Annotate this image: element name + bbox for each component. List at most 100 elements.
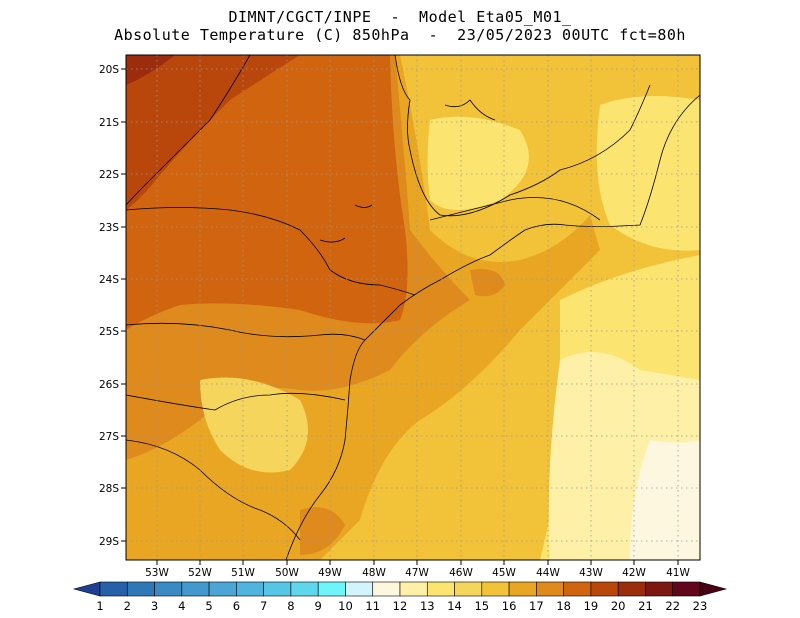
colorbar-swatch bbox=[536, 581, 564, 597]
lon-label: 47W bbox=[405, 567, 429, 579]
colorbar: 1 2 3 4 5 6 7 8 9 10 11 12 13 14 15 16 17 18 19 20 21 22 23 bbox=[72, 581, 728, 613]
lon-label: 49W bbox=[318, 567, 342, 579]
field-band-20 bbox=[126, 55, 300, 210]
lat-label: 29S bbox=[99, 536, 119, 548]
colorbar-label: 3 bbox=[151, 599, 158, 613]
colorbar-label: 9 bbox=[315, 599, 322, 613]
colorbar-swatch bbox=[208, 581, 237, 597]
colorbar-swatch bbox=[317, 581, 346, 597]
lon-label: 42W bbox=[622, 567, 646, 579]
lon-label: 43W bbox=[579, 567, 603, 579]
colorbar-label: 8 bbox=[287, 599, 294, 613]
river-outline bbox=[319, 237, 346, 243]
colorbar-swatch bbox=[563, 581, 592, 597]
colorbar-label: 17 bbox=[529, 599, 544, 613]
colorbar-swatch bbox=[481, 581, 510, 597]
tick-marks bbox=[121, 68, 679, 565]
lat-label: 24S bbox=[99, 274, 119, 286]
lat-label: 25S bbox=[99, 326, 119, 338]
lon-label: 51W bbox=[231, 567, 255, 579]
colorbar-label: 23 bbox=[693, 599, 708, 613]
colorbar-swatch bbox=[181, 581, 210, 597]
colorbar-label: 14 bbox=[447, 599, 462, 613]
colorbar-swatch bbox=[126, 581, 155, 597]
gridlines bbox=[126, 55, 700, 560]
colorbar-label: 15 bbox=[474, 599, 489, 613]
colorbar-label: 16 bbox=[502, 599, 517, 613]
colorbar-swatch bbox=[399, 581, 428, 597]
colorbar-swatch bbox=[590, 581, 619, 597]
state-border-santa-catarina bbox=[126, 322, 366, 341]
lat-label: 21S bbox=[99, 117, 119, 129]
lat-label: 27S bbox=[99, 431, 119, 443]
colorbar-label: 4 bbox=[178, 599, 185, 613]
field-band-21 bbox=[126, 55, 175, 85]
colorbar-swatch bbox=[154, 581, 183, 597]
field-band-14-inland bbox=[427, 116, 529, 210]
field-warm-spot bbox=[470, 269, 505, 297]
colorbar-swatch bbox=[236, 581, 264, 597]
colorbar-label: 19 bbox=[584, 599, 599, 613]
lon-label: 50W bbox=[275, 567, 299, 579]
reservoir-outline bbox=[444, 99, 496, 121]
colorbar-label: 22 bbox=[665, 599, 680, 613]
colorbar-label: 1 bbox=[96, 599, 103, 613]
coastline-and-borders bbox=[126, 55, 700, 560]
lat-label: 23S bbox=[99, 222, 119, 234]
chart-subtitle: Absolute Temperature (C) 850hPa - 23/05/… bbox=[114, 26, 686, 44]
colorbar-label: 20 bbox=[611, 599, 626, 613]
lon-label: 48W bbox=[362, 567, 386, 579]
chart-title: DIMNT/CGCT/INPE - Model Eta05_M01_ bbox=[228, 8, 572, 26]
colorbar-swatch bbox=[617, 581, 646, 597]
colorbar-label: 7 bbox=[260, 599, 267, 613]
state-border-minas bbox=[394, 55, 651, 217]
map-frame bbox=[125, 54, 701, 561]
latitude-labels: 20S 21S 22S 23S 24S 25S 26S 27S 28S 29S bbox=[99, 64, 119, 548]
colorbar-swatch bbox=[290, 581, 319, 597]
colorbar-label: 2 bbox=[124, 599, 131, 613]
lon-label: 45W bbox=[492, 567, 516, 579]
colorbar-swatch bbox=[345, 581, 374, 597]
field-band-16-south bbox=[200, 377, 308, 473]
lon-label: 41W bbox=[666, 567, 690, 579]
colorbar-swatch bbox=[426, 581, 455, 597]
colorbar-swatch bbox=[508, 581, 537, 597]
colorbar-label: 13 bbox=[420, 599, 435, 613]
lat-label: 20S bbox=[99, 64, 119, 76]
colorbar-swatch bbox=[672, 581, 701, 597]
state-border-mato-grosso bbox=[126, 55, 251, 206]
colorbar-label: 21 bbox=[638, 599, 653, 613]
lat-label: 28S bbox=[99, 483, 119, 495]
longitude-labels: 53W 52W 51W 50W 49W 48W 47W 46W 45W 44W … bbox=[145, 567, 690, 579]
colorbar-arrow-low bbox=[72, 581, 101, 597]
international-border bbox=[126, 439, 301, 541]
colorbar-label: 5 bbox=[205, 599, 212, 613]
lat-label: 22S bbox=[99, 169, 119, 181]
field-warm-pocket bbox=[300, 507, 345, 555]
state-border-rio bbox=[429, 197, 601, 221]
colorbar-swatch bbox=[99, 581, 128, 597]
field-band-12 bbox=[630, 440, 700, 560]
colorbar-label: 18 bbox=[556, 599, 571, 613]
colorbar-arrow-high bbox=[699, 581, 728, 597]
lon-label: 52W bbox=[188, 567, 212, 579]
colorbar-label: 10 bbox=[338, 599, 353, 613]
colorbar-label: 11 bbox=[365, 599, 380, 613]
colorbar-swatch bbox=[372, 581, 401, 597]
lake-outline bbox=[354, 204, 373, 208]
lat-label: 26S bbox=[99, 379, 119, 391]
colorbar-swatch bbox=[263, 581, 292, 597]
lon-label: 46W bbox=[449, 567, 473, 579]
colorbar-label: 12 bbox=[393, 599, 408, 613]
colorbar-swatch bbox=[454, 581, 483, 597]
coastline bbox=[285, 94, 700, 560]
colorbar-label: 6 bbox=[233, 599, 240, 613]
lon-label: 44W bbox=[536, 567, 560, 579]
temperature-field bbox=[126, 55, 700, 560]
state-border-rio-grande bbox=[126, 392, 346, 411]
lon-label: 53W bbox=[145, 567, 169, 579]
state-border-parana bbox=[126, 207, 416, 296]
colorbar-swatch bbox=[645, 581, 674, 597]
field-band-14-north bbox=[596, 96, 700, 251]
